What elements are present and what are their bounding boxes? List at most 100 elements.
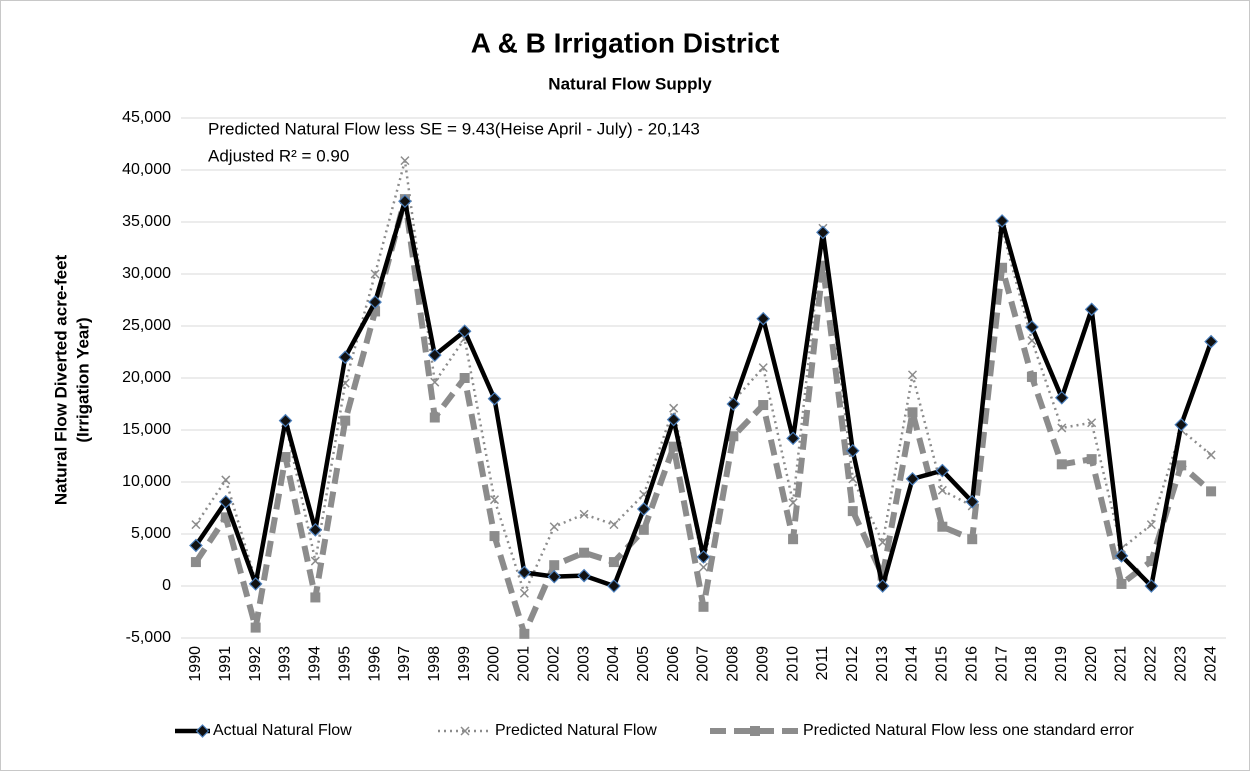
marker xyxy=(726,397,741,411)
x-tick-label: 2013 xyxy=(874,646,891,682)
x-tick-label: 2022 xyxy=(1143,646,1160,682)
marker xyxy=(519,628,530,639)
x-tick-label: 1998 xyxy=(426,646,443,682)
chart-subtitle: Natural Flow Supply xyxy=(548,74,712,93)
x-tick-label: 2014 xyxy=(904,646,921,682)
marker xyxy=(937,485,947,495)
x-tick-label: 2021 xyxy=(1113,646,1130,682)
marker xyxy=(579,547,590,558)
x-tick-label: 2004 xyxy=(605,646,622,682)
marker xyxy=(1204,334,1218,349)
marker xyxy=(429,412,440,423)
x-tick-label: 1994 xyxy=(307,646,324,682)
x-tick-label: 1992 xyxy=(247,646,264,682)
x-tick-label: 2011 xyxy=(814,646,831,681)
x-tick-label: 2007 xyxy=(695,646,712,682)
x-tick-label: 2019 xyxy=(1053,646,1070,682)
marker xyxy=(875,579,890,593)
x-tick-label: 2010 xyxy=(784,646,801,682)
marker xyxy=(698,562,709,572)
x-tick-label: 2012 xyxy=(844,646,861,682)
marker xyxy=(997,262,1008,273)
marker xyxy=(847,506,858,517)
x-tick-label: 2008 xyxy=(725,646,742,682)
annotation: Predicted Natural Flow less SE = 9.43(He… xyxy=(208,119,700,138)
x-tick-label: 1999 xyxy=(456,646,473,682)
marker xyxy=(607,579,621,593)
x-tick-label: 1997 xyxy=(396,646,413,682)
marker xyxy=(878,537,888,547)
x-tick-label: 1993 xyxy=(277,646,294,682)
marker xyxy=(457,324,472,339)
y-tick-label: 0 xyxy=(162,577,171,594)
marker xyxy=(1116,578,1127,589)
marker xyxy=(1084,302,1099,317)
x-tick-label: 2024 xyxy=(1202,646,1219,682)
marker xyxy=(1176,460,1187,471)
chart-title: A & B Irrigation District xyxy=(471,27,780,58)
x-tick-label: 1996 xyxy=(366,646,383,682)
marker xyxy=(756,311,771,326)
marker xyxy=(905,472,920,486)
legend-marker xyxy=(460,726,470,736)
marker xyxy=(636,502,651,516)
x-tick-label: 1991 xyxy=(217,646,234,682)
marker xyxy=(368,295,382,309)
y-tick-label: 10,000 xyxy=(122,473,171,490)
marker xyxy=(190,557,201,568)
y-tick-label: 45,000 xyxy=(122,109,171,126)
marker xyxy=(370,306,381,317)
marker xyxy=(547,569,562,584)
marker xyxy=(848,474,858,484)
x-tick-label: 1995 xyxy=(336,646,353,682)
marker xyxy=(967,534,978,545)
y-tick-label: 40,000 xyxy=(122,161,171,178)
x-tick-label: 2006 xyxy=(665,646,682,682)
marker xyxy=(907,407,918,418)
y-tick-label: -5,000 xyxy=(126,629,171,646)
marker xyxy=(519,588,529,598)
marker xyxy=(608,557,619,568)
marker xyxy=(248,577,263,591)
marker xyxy=(310,592,321,603)
x-tick-label: 2023 xyxy=(1172,646,1189,682)
marker xyxy=(1146,520,1156,530)
annotation: Adjusted R² = 0.90 xyxy=(208,146,349,165)
marker xyxy=(220,512,231,523)
marker xyxy=(1206,486,1217,497)
marker xyxy=(549,522,559,532)
marker xyxy=(250,622,261,633)
series xyxy=(189,194,1218,593)
marker xyxy=(340,415,351,426)
marker xyxy=(430,377,440,387)
marker xyxy=(1144,579,1159,593)
marker xyxy=(698,601,709,612)
legend-label: Predicted Natural Flow less one standard… xyxy=(803,722,1134,739)
marker xyxy=(1174,417,1189,432)
marker xyxy=(489,531,500,542)
y-tick-label: 15,000 xyxy=(122,421,171,438)
y-axis-label: (Irrigation Year) xyxy=(73,317,92,442)
marker xyxy=(935,463,950,478)
marker xyxy=(816,225,830,240)
marker xyxy=(218,494,233,509)
marker xyxy=(1056,459,1067,470)
marker xyxy=(995,214,1009,228)
x-tick-label: 2015 xyxy=(934,646,951,682)
marker xyxy=(669,403,679,413)
x-tick-label: 2001 xyxy=(516,646,533,682)
marker xyxy=(758,400,769,411)
x-tick-label: 2009 xyxy=(754,646,771,682)
marker xyxy=(1146,556,1157,567)
marker xyxy=(1026,371,1037,382)
legend-label: Predicted Natural Flow xyxy=(495,722,657,739)
marker xyxy=(609,520,619,530)
x-tick-label: 2005 xyxy=(635,646,652,682)
marker xyxy=(907,370,918,380)
marker xyxy=(459,373,470,383)
x-tick-label: 1990 xyxy=(187,646,204,682)
marker xyxy=(221,475,231,485)
marker xyxy=(1086,454,1097,465)
